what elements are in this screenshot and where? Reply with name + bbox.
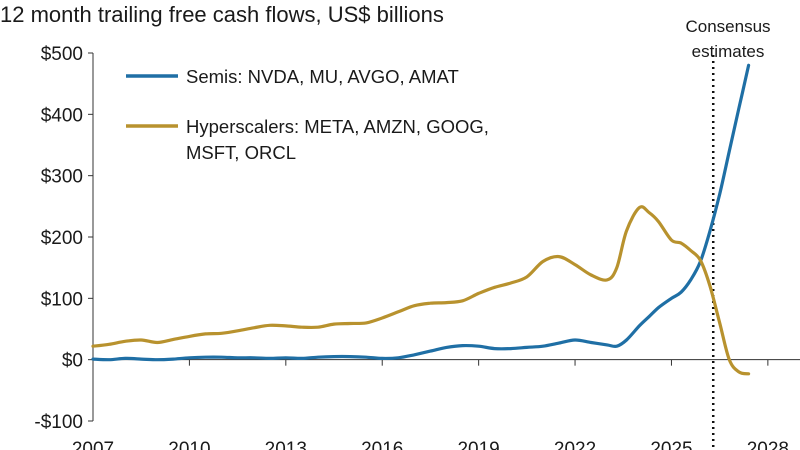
y-tick-label: $200 (41, 228, 83, 249)
y-tick-label: $400 (41, 105, 83, 126)
chart-series (91, 63, 751, 376)
y-tick-label: -$100 (34, 412, 83, 433)
legend-label-hyperscalers-line2: MSFT, ORCL (186, 142, 296, 163)
chart-axes: -$100 $0 $100 $200 $300 $400 $500 2007 2010 2013 2… (34, 44, 800, 450)
y-tick-label: $300 (41, 167, 83, 188)
x-tick-label: 2007 (72, 439, 114, 450)
y-tick-label: $500 (41, 44, 83, 65)
y-tick-label: $0 (62, 351, 83, 372)
x-tick-label: 2013 (265, 439, 307, 450)
chart-title: 12 month trailing free cash flows, US$ b… (0, 2, 444, 27)
legend-label-hyperscalers-line1: Hyperscalers: META, AMZN, GOOG, (186, 116, 489, 137)
x-tick-label: 2010 (168, 439, 210, 450)
chart-legend: Semis: NVDA, MU, AVGO, AMAT Hyperscalers:… (126, 66, 489, 163)
x-tick-label: 2019 (457, 439, 499, 450)
series-line-hyperscalers (91, 205, 751, 376)
legend-label-semis: Semis: NVDA, MU, AVGO, AMAT (186, 66, 459, 87)
x-tick-label: 2016 (361, 439, 403, 450)
x-tick-label: 2025 (650, 439, 692, 450)
y-tick-label: $100 (41, 289, 83, 310)
series-line-semis (91, 63, 751, 362)
estimates-annotation-line1: Consensus (685, 17, 770, 36)
estimates-annotation-line2: estimates (692, 42, 765, 61)
x-tick-label: 2022 (554, 439, 596, 450)
chart-annotations: Consensus estimates (685, 17, 771, 450)
x-tick-label: 2028 (747, 439, 789, 450)
